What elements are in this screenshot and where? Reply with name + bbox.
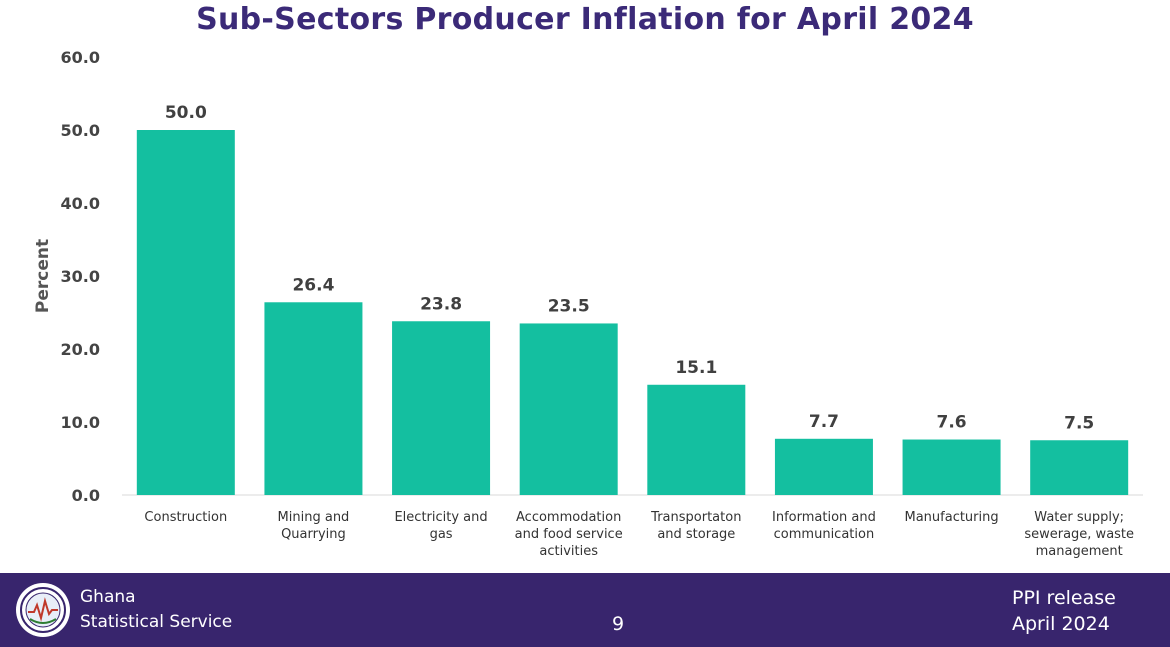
bar [774, 438, 873, 495]
x-tick-label-line: Accommodation [516, 510, 621, 525]
x-tick-label: Construction [144, 510, 227, 525]
org-line-1: Ghana [80, 587, 136, 607]
x-tick-label-line: communication [774, 527, 875, 542]
data-label: 7.5 [1064, 413, 1094, 433]
x-tick-label-line: and food service [515, 527, 623, 542]
bar [136, 130, 235, 495]
x-tick-label: Information and communication [772, 510, 876, 542]
bar [647, 384, 746, 495]
bar [264, 302, 363, 495]
y-axis-label: Percent [33, 239, 53, 313]
x-tick-label-line: Manufacturing [904, 510, 998, 525]
gss-seal-icon [16, 583, 70, 637]
bar [392, 321, 491, 495]
x-tick-label: Water supply; sewerage, waste management [1024, 510, 1134, 559]
footer-bar: Ghana Statistical Service 9 PPI release … [0, 573, 1170, 647]
release-info: PPI release April 2024 [1012, 585, 1116, 637]
x-tick-label-line: Electricity and [394, 510, 487, 525]
chart-title: Sub-Sectors Producer Inflation for April… [196, 2, 974, 37]
data-label: 7.6 [937, 413, 967, 433]
y-tick-label: 0.0 [72, 486, 100, 505]
x-tick-label: Electricity and gas [394, 510, 487, 542]
bar-chart: Percent 0.0 10.0 20.0 30.0 40.0 50.0 60.0 50.0 Co… [33, 48, 1143, 559]
data-label: 50.0 [165, 103, 207, 123]
data-label: 23.5 [548, 296, 590, 316]
x-tick-label: Transportaton and storage [650, 510, 741, 542]
org-line-2: Statistical Service [80, 612, 233, 632]
x-tick-label-line: and storage [657, 527, 735, 542]
y-tick-label: 50.0 [61, 121, 100, 140]
y-tick-label: 40.0 [61, 194, 100, 213]
x-tick-label-line: management [1036, 544, 1123, 559]
data-label: 15.1 [675, 358, 717, 378]
bar [519, 323, 618, 495]
x-tick-label: Accommodation and food service activities [515, 510, 623, 559]
y-tick-label: 10.0 [61, 413, 100, 432]
x-tick-label-line: Quarrying [281, 527, 346, 542]
bar [902, 439, 1001, 495]
x-tick-label-line: Information and [772, 510, 876, 525]
y-tick-label: 20.0 [61, 340, 100, 359]
x-tick-label-line: activities [539, 544, 598, 559]
x-tick-label: Manufacturing [904, 510, 998, 525]
y-tick-label: 60.0 [61, 48, 100, 67]
data-label: 7.7 [809, 412, 839, 432]
data-label: 23.8 [420, 294, 462, 314]
x-tick-label-line: Transportaton [650, 510, 741, 525]
page-number: 9 [611, 613, 625, 635]
x-tick-label-line: sewerage, waste [1024, 527, 1134, 542]
organization-name: Ghana Statistical Service [80, 585, 232, 635]
bar [1030, 440, 1129, 495]
x-tick-label-line: Mining and [278, 510, 350, 525]
release-line-2: April 2024 [1012, 613, 1110, 635]
release-line-1: PPI release [1012, 587, 1116, 609]
x-tick-label-line: Water supply; [1034, 510, 1124, 525]
data-label: 26.4 [292, 275, 334, 295]
x-tick-label: Mining and Quarrying [278, 510, 350, 542]
x-tick-label-line: Construction [144, 510, 227, 525]
x-tick-label-line: gas [430, 527, 453, 542]
y-tick-label: 30.0 [61, 267, 100, 286]
